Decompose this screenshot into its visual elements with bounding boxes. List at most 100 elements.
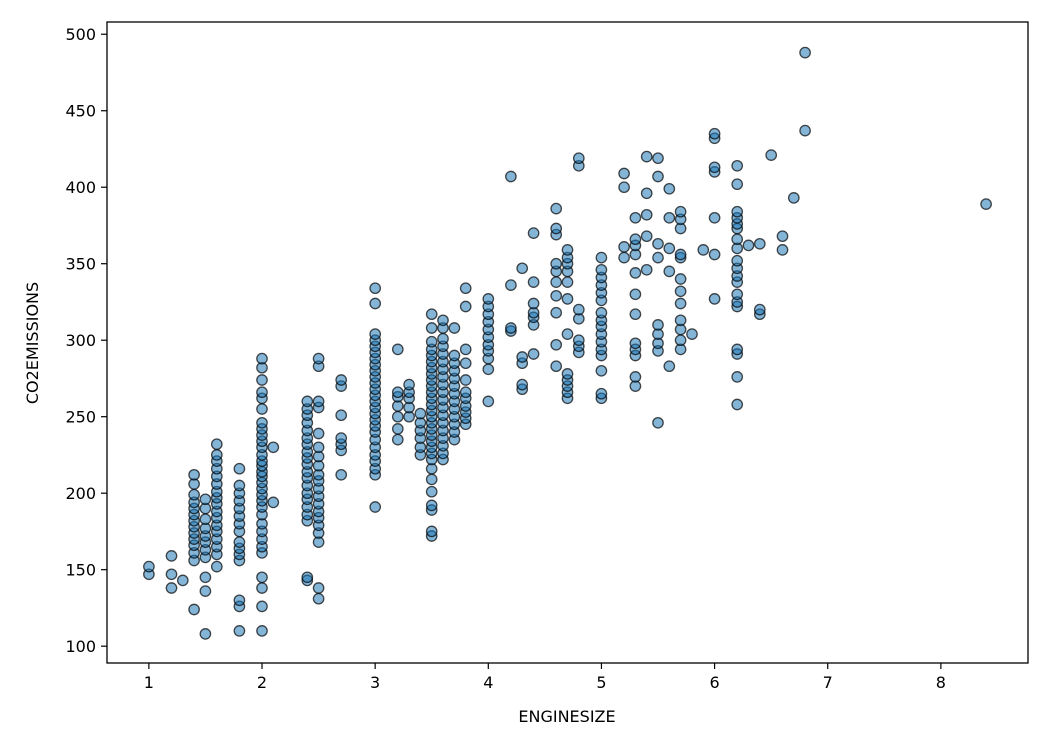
data-point <box>550 276 563 288</box>
data-point <box>425 499 438 512</box>
data-point <box>199 585 212 597</box>
data-point <box>425 335 438 348</box>
y-tick-label: 350 <box>65 255 96 274</box>
x-tick-label: 6 <box>709 673 719 692</box>
data-point <box>731 343 744 356</box>
data-point <box>561 368 574 380</box>
data-point <box>459 374 472 386</box>
data-point <box>391 386 404 399</box>
data-point <box>618 167 630 180</box>
data-point <box>448 349 461 362</box>
data-point <box>765 149 778 161</box>
data-point <box>403 378 415 391</box>
data-point <box>629 267 642 279</box>
data-point <box>595 251 608 264</box>
data-point <box>663 211 676 224</box>
data-point <box>674 205 687 218</box>
data-point <box>731 288 744 301</box>
data-point <box>550 306 563 319</box>
data-point <box>572 303 585 316</box>
data-point <box>731 205 744 218</box>
data-point <box>776 230 789 243</box>
data-point <box>448 322 461 334</box>
data-points <box>143 46 992 640</box>
data-point <box>267 441 280 454</box>
data-point <box>233 536 246 548</box>
y-axis: 100 150 200 250 300 350 400 450 500 <box>65 25 107 656</box>
data-point <box>652 251 664 264</box>
data-point <box>629 308 642 321</box>
y-tick-label: 450 <box>65 102 96 121</box>
y-tick-label: 250 <box>65 408 96 427</box>
data-point <box>199 493 212 506</box>
data-point <box>652 319 664 331</box>
data-point <box>595 387 608 400</box>
y-tick-label: 400 <box>65 178 96 197</box>
data-point <box>595 364 608 377</box>
data-point <box>256 582 268 594</box>
data-point <box>629 211 642 224</box>
x-tick-label: 5 <box>596 673 606 692</box>
data-point <box>572 152 585 165</box>
data-point <box>437 314 449 327</box>
data-point <box>267 496 280 509</box>
data-point <box>527 227 540 239</box>
data-point <box>482 395 495 408</box>
data-point <box>414 407 427 420</box>
data-point <box>188 468 200 481</box>
y-tick-label: 100 <box>65 637 96 656</box>
data-point <box>425 322 438 334</box>
data-point <box>516 378 529 391</box>
data-point <box>731 371 744 383</box>
y-axis-label: CO2EMISSIONS <box>23 282 42 404</box>
data-point <box>188 488 200 501</box>
data-point <box>459 357 472 370</box>
data-point <box>256 625 268 637</box>
data-point <box>459 386 472 399</box>
data-point <box>618 241 630 253</box>
data-point <box>482 293 495 305</box>
data-point <box>459 300 472 313</box>
data-point <box>256 352 268 365</box>
data-point <box>425 485 438 498</box>
data-point <box>652 416 664 429</box>
data-point <box>652 152 664 165</box>
data-point <box>391 343 404 356</box>
data-point <box>550 289 563 302</box>
data-point <box>335 468 348 481</box>
data-point <box>369 328 382 340</box>
data-point <box>708 248 721 261</box>
data-point <box>629 233 642 246</box>
x-tick-label: 8 <box>936 673 946 692</box>
data-point <box>708 161 721 174</box>
plot-frame <box>106 21 1029 664</box>
data-point <box>686 328 698 340</box>
data-point <box>799 46 811 59</box>
data-point <box>233 462 246 475</box>
data-point <box>210 438 223 451</box>
data-point <box>391 433 404 446</box>
data-point <box>550 202 563 215</box>
data-point <box>640 263 653 276</box>
data-point <box>561 293 574 305</box>
data-point <box>369 282 382 295</box>
data-point <box>663 265 676 278</box>
data-point <box>312 592 325 605</box>
data-point <box>527 297 540 310</box>
data-point <box>335 374 348 386</box>
data-point <box>731 178 744 191</box>
data-point <box>550 360 563 373</box>
data-point <box>369 297 382 310</box>
data-point <box>731 233 744 246</box>
x-axis: 1 2 3 4 5 6 7 8 <box>144 663 946 692</box>
data-point <box>561 244 574 256</box>
data-point <box>312 441 325 454</box>
data-point <box>776 244 789 256</box>
data-point <box>188 603 200 616</box>
data-point <box>561 276 574 288</box>
data-point <box>799 124 811 137</box>
data-point <box>210 560 223 573</box>
data-point <box>708 127 721 140</box>
data-point <box>595 306 608 319</box>
